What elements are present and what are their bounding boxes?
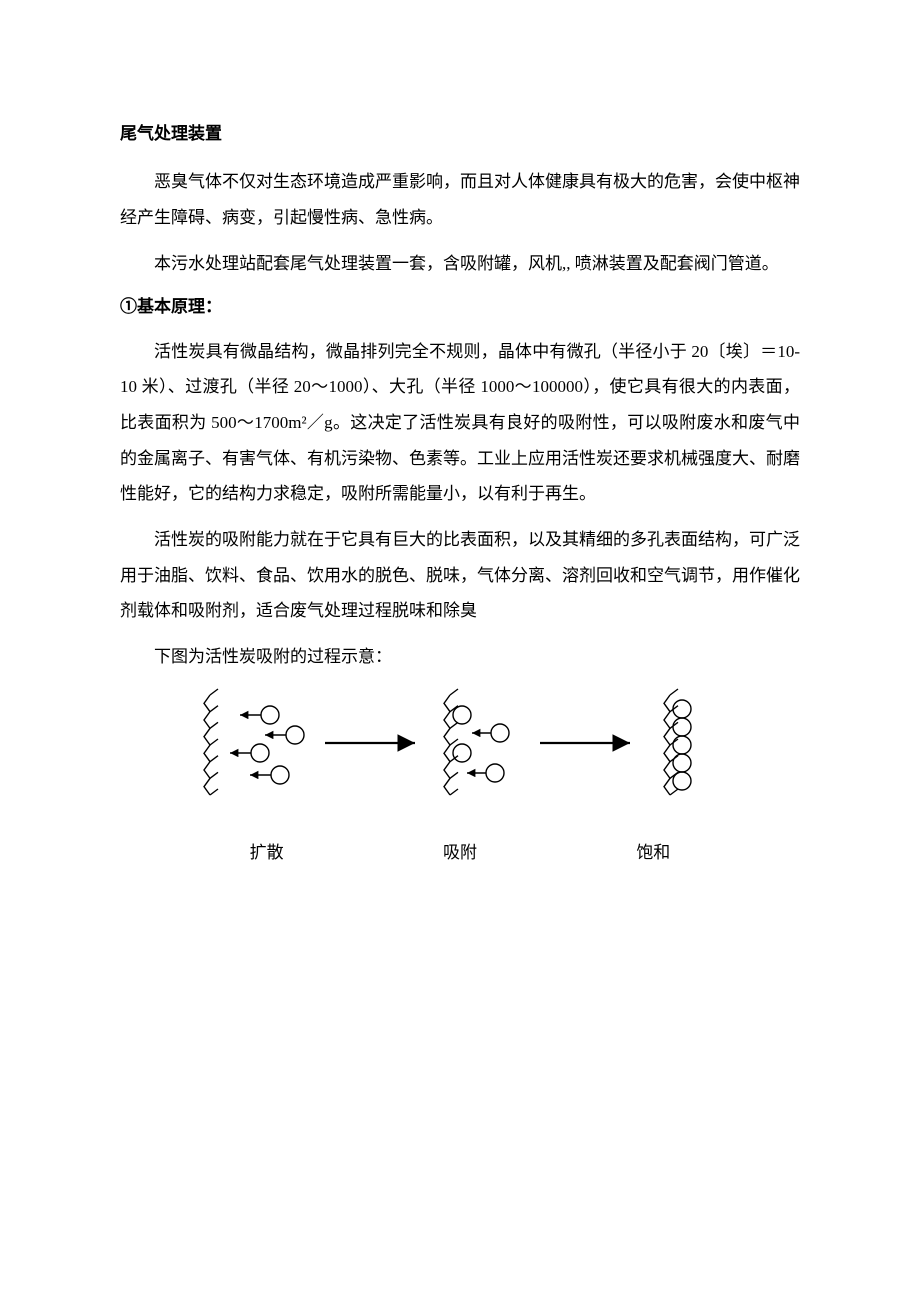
subheading-principle: ①基本原理： bbox=[120, 291, 800, 323]
paragraph-principle-1: 活性炭具有微晶结构，微晶排列完全不规则，晶体中有微孔（半径小于 20〔埃〕＝10… bbox=[120, 334, 800, 512]
paragraph-intro-1: 恶臭气体不仅对生态环境造成严重影响，而且对人体健康具有极大的危害，会使中枢神经产… bbox=[120, 164, 800, 235]
page: 尾气处理装置 恶臭气体不仅对生态环境造成严重影响，而且对人体健康具有极大的危害，… bbox=[0, 0, 920, 1302]
doc-title: 尾气处理装置 bbox=[120, 118, 800, 150]
paragraph-principle-2: 活性炭的吸附能力就在于它具有巨大的比表面积，以及其精细的多孔表面结构，可广泛用于… bbox=[120, 522, 800, 629]
adsorption-diagram bbox=[140, 685, 780, 810]
paragraph-intro-2: 本污水处理站配套尾气处理装置一套，含吸附罐，风机,, 喷淋装置及配套阀门管道。 bbox=[120, 246, 800, 282]
paragraph-diagram-caption: 下图为活性炭吸附的过程示意： bbox=[120, 639, 800, 675]
adsorption-diagram-svg bbox=[140, 685, 780, 805]
diagram-labels-row: 扩散 吸附 饱和 bbox=[170, 838, 750, 863]
label-adsorption: 吸附 bbox=[363, 838, 556, 863]
label-saturation: 饱和 bbox=[557, 838, 750, 863]
label-diffusion: 扩散 bbox=[170, 838, 363, 863]
